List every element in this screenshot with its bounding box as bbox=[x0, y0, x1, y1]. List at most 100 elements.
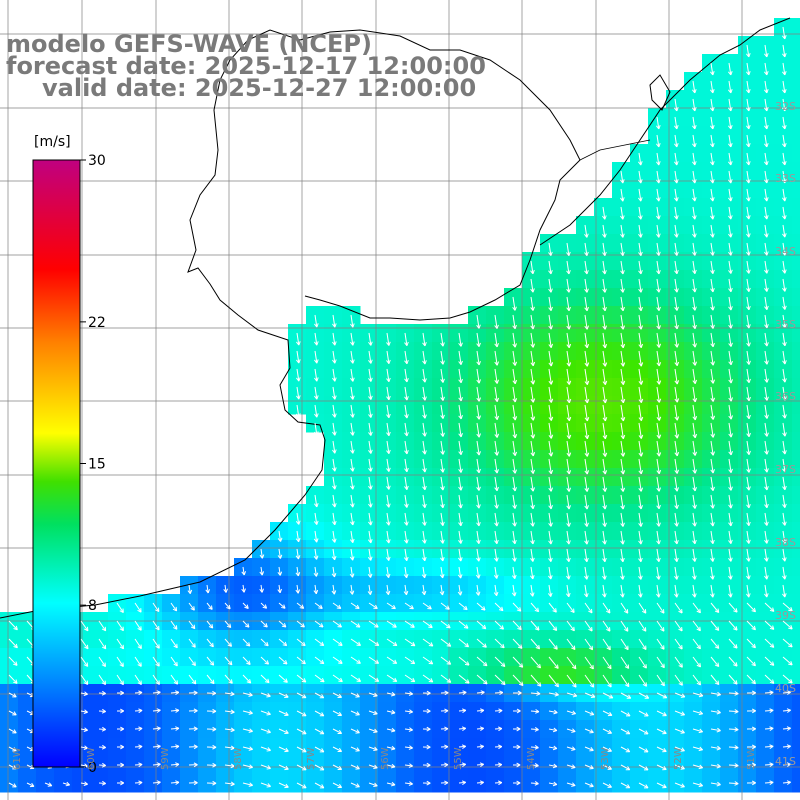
wind-arrow bbox=[331, 566, 337, 578]
wind-arrow bbox=[530, 386, 536, 403]
wind-arrow bbox=[656, 188, 661, 202]
wind-arrow bbox=[458, 404, 463, 420]
field-cell bbox=[792, 666, 800, 685]
field-cell bbox=[792, 720, 800, 739]
wind-arrow bbox=[656, 278, 661, 293]
latitude-label: 39S bbox=[775, 609, 796, 622]
wind-arrow bbox=[566, 566, 571, 580]
wind-arrow bbox=[638, 386, 644, 404]
wind-arrow bbox=[422, 404, 427, 419]
wind-arrow bbox=[692, 404, 698, 421]
coastline bbox=[0, 17, 791, 619]
wind-arrow bbox=[764, 476, 769, 491]
wind-arrow bbox=[331, 512, 337, 526]
wind-arrow bbox=[764, 224, 769, 238]
wind-arrow bbox=[566, 278, 571, 293]
wind-arrow bbox=[602, 494, 607, 510]
field-cell bbox=[792, 306, 800, 325]
wind-arrow bbox=[403, 548, 409, 562]
wind-arrow bbox=[638, 404, 644, 422]
wind-arrow bbox=[458, 548, 463, 562]
wind-arrow bbox=[584, 404, 590, 422]
wind-arrow bbox=[566, 242, 571, 256]
wind-arrow bbox=[548, 494, 553, 510]
wind-arrow bbox=[584, 224, 589, 238]
wind-arrow bbox=[584, 260, 589, 275]
colorbar-tick-label: 22 bbox=[88, 315, 106, 331]
wind-arrow bbox=[692, 512, 697, 527]
wind-arrow bbox=[476, 476, 481, 491]
wind-arrow bbox=[692, 224, 697, 238]
wind-arrow bbox=[728, 548, 733, 562]
wind-arrow bbox=[494, 332, 499, 348]
wind-arrow bbox=[548, 422, 554, 439]
wind-arrow bbox=[620, 314, 626, 330]
wind-arrow bbox=[422, 512, 427, 526]
wind-arrow bbox=[548, 530, 553, 545]
wind-arrow bbox=[584, 566, 589, 580]
wind-arrow bbox=[746, 260, 751, 274]
wind-arrow bbox=[349, 530, 355, 544]
field-cell bbox=[792, 144, 800, 163]
wind-arrow bbox=[656, 170, 661, 184]
wind-arrow bbox=[602, 458, 608, 475]
wind-arrow bbox=[602, 368, 608, 386]
wind-arrow bbox=[512, 332, 517, 348]
wind-arrow bbox=[674, 440, 680, 457]
wind-arrow bbox=[656, 494, 661, 510]
wind-arrow bbox=[620, 512, 625, 527]
wind-arrow bbox=[746, 530, 751, 544]
wind-arrow bbox=[476, 512, 481, 527]
wind-arrow bbox=[332, 350, 337, 364]
wind-arrow bbox=[313, 548, 319, 560]
wind-arrow bbox=[368, 476, 373, 490]
wind-arrow bbox=[620, 224, 625, 238]
wind-arrow bbox=[566, 530, 571, 545]
wind-arrow bbox=[710, 332, 715, 348]
wind-arrow bbox=[638, 458, 644, 475]
wind-arrow bbox=[458, 350, 463, 365]
wind-arrow bbox=[530, 422, 536, 439]
wind-arrow bbox=[692, 458, 698, 474]
wind-arrow bbox=[512, 386, 518, 403]
wind-arrow bbox=[728, 314, 733, 329]
wind-arrow bbox=[691, 98, 697, 112]
wind-arrow bbox=[386, 512, 391, 526]
wind-arrow bbox=[782, 368, 787, 383]
colorbar-gradient bbox=[32, 159, 81, 768]
wind-arrow bbox=[295, 512, 301, 525]
wind-arrow bbox=[530, 296, 535, 311]
wind-arrow bbox=[763, 98, 769, 112]
wind-arrow bbox=[620, 206, 625, 220]
field-cell bbox=[792, 738, 800, 757]
longitude-label: 53W bbox=[600, 747, 611, 770]
wind-arrow bbox=[296, 404, 301, 418]
wind-arrow bbox=[566, 332, 572, 349]
wind-arrow bbox=[764, 404, 769, 419]
wind-arrow bbox=[530, 440, 536, 457]
wind-arrow bbox=[295, 566, 301, 577]
wind-arrow bbox=[566, 386, 572, 404]
wind-arrow bbox=[440, 530, 445, 544]
wind-arrow bbox=[781, 188, 787, 202]
wind-arrow bbox=[277, 548, 283, 559]
wind-arrow bbox=[404, 440, 409, 455]
wind-arrow bbox=[566, 422, 572, 439]
wind-arrow bbox=[638, 422, 644, 439]
wind-arrow bbox=[512, 350, 518, 366]
wind-arrow bbox=[763, 152, 769, 166]
longitude-label: 60W bbox=[86, 747, 97, 770]
wind-arrow bbox=[367, 530, 373, 544]
wind-arrow bbox=[656, 530, 661, 545]
wind-arrow bbox=[494, 350, 499, 366]
wind-arrow bbox=[674, 368, 680, 385]
wind-arrow bbox=[674, 170, 679, 184]
field-cell bbox=[792, 162, 800, 181]
wind-arrow bbox=[566, 476, 572, 492]
wind-arrow bbox=[476, 350, 481, 366]
wind-arrow bbox=[530, 512, 535, 527]
wind-arrow bbox=[440, 494, 445, 509]
wind-arrow bbox=[350, 476, 355, 490]
wind-arrow bbox=[530, 548, 535, 562]
wind-arrow bbox=[746, 404, 751, 420]
